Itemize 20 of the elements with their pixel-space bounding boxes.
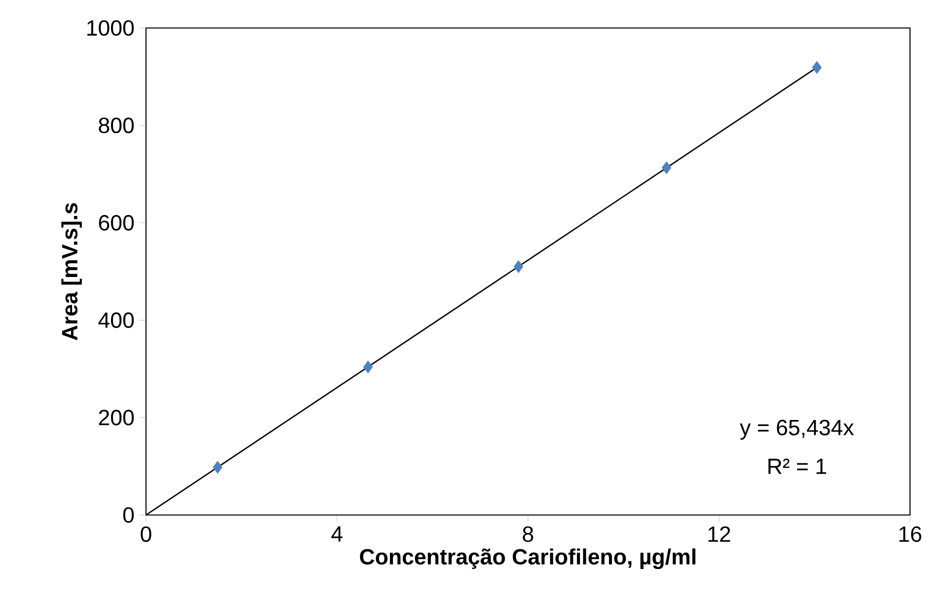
point (212, 461, 222, 474)
annotation: y = 65,434x (740, 420, 854, 440)
x-tick-label: 8 (522, 526, 534, 542)
x-tick-label: 4 (331, 526, 342, 542)
x-tick-label: 12 (708, 526, 730, 542)
x-tick-label: 0 (140, 526, 152, 542)
y-tick-label: 200 (99, 410, 134, 426)
y-tick-label: 400 (98, 312, 134, 328)
y-tick-label: 0 (123, 507, 134, 523)
y-tick-label: 800 (98, 118, 134, 134)
point (363, 360, 373, 374)
y-tick-label: 600 (99, 215, 134, 231)
x-axis-title: Concentração Cariofileno, µg/ml (360, 548, 696, 570)
point (514, 260, 524, 273)
y-axis-title: Area [mV.s].s (61, 203, 82, 340)
y-tick-label: 1000 (87, 20, 134, 36)
annotation: R² = 1 (768, 458, 826, 474)
point (812, 61, 822, 74)
x-tick-label: 16 (899, 526, 922, 542)
point (662, 162, 672, 174)
